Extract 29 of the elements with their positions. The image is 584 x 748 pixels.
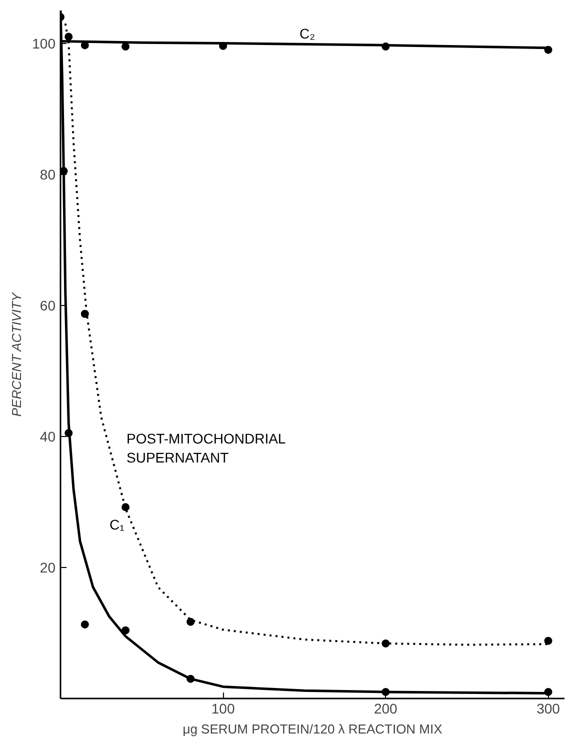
x-tick-label: 300 bbox=[536, 700, 560, 716]
y-tick-label: 40 bbox=[40, 428, 56, 444]
point bbox=[122, 503, 130, 512]
point bbox=[544, 46, 552, 54]
point bbox=[382, 42, 390, 51]
y-tick-label: 60 bbox=[40, 297, 56, 314]
point bbox=[219, 42, 228, 50]
annotation: POST-MITOCHONDRIAL SUPERNATANT bbox=[126, 430, 286, 466]
point bbox=[544, 636, 552, 645]
point bbox=[122, 626, 130, 634]
point bbox=[186, 674, 195, 683]
point bbox=[64, 32, 73, 41]
point bbox=[382, 639, 390, 648]
point bbox=[80, 310, 89, 318]
x-tick-label: 100 bbox=[211, 700, 235, 716]
point bbox=[544, 688, 552, 696]
x-axis-title: μg SERUM PROTEIN/120 λ REACTION MIX bbox=[182, 722, 443, 736]
point bbox=[382, 688, 390, 696]
x-tick-label: 200 bbox=[374, 700, 398, 716]
y-tick-label: 20 bbox=[40, 559, 56, 576]
point bbox=[80, 620, 89, 628]
point bbox=[64, 429, 73, 438]
point bbox=[186, 618, 195, 626]
annotation: C₁ bbox=[110, 516, 125, 532]
y-tick-label: 100 bbox=[32, 35, 56, 52]
y-axis-title: PERCENT ACTIVITY bbox=[9, 292, 24, 417]
point bbox=[122, 42, 130, 51]
annotation: C₂ bbox=[300, 26, 316, 42]
y-tick-label: 80 bbox=[40, 166, 56, 182]
